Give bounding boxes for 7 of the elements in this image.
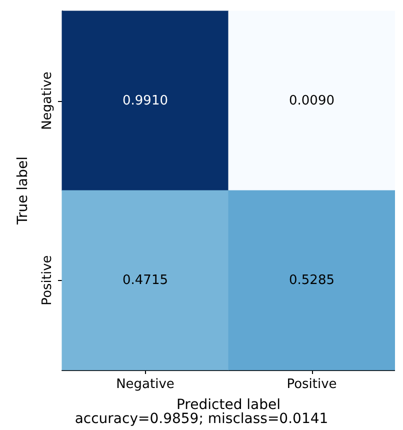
text: accuracy=0.9859; misclass=0.0141 (74, 411, 328, 427)
x-axis-title: Predicted label (176, 397, 281, 413)
data-label: 0.5285 (289, 272, 334, 288)
data-label: 0.0090 (289, 93, 334, 108)
data-label: 0.9910 (122, 93, 168, 108)
y-axis-title: True label (15, 156, 31, 226)
data-label: 0.4715 (122, 272, 168, 288)
